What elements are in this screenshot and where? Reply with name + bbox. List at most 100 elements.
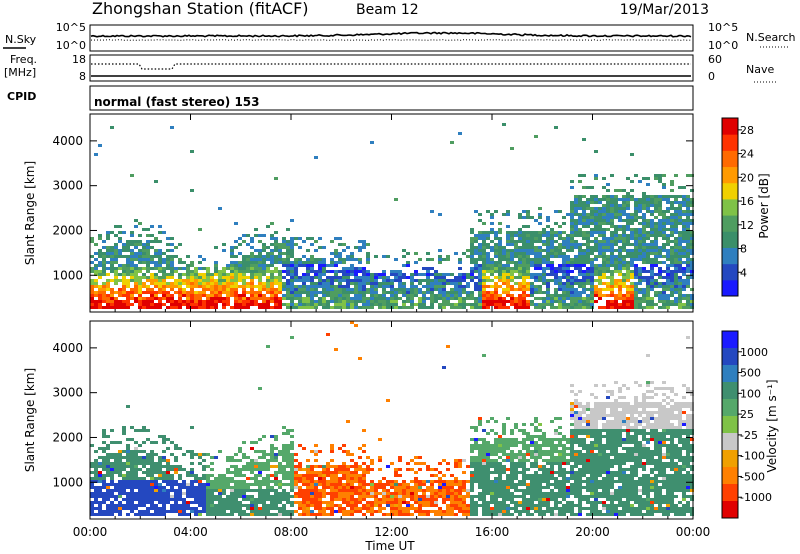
heatmap-cell bbox=[618, 189, 622, 192]
heatmap-cell bbox=[166, 291, 170, 294]
heatmap-cell bbox=[546, 282, 550, 285]
heatmap-cell bbox=[346, 294, 350, 297]
heatmap-cell bbox=[578, 195, 582, 198]
heatmap-cell bbox=[90, 480, 94, 483]
heatmap-cell bbox=[410, 282, 414, 285]
heatmap-cell bbox=[402, 303, 406, 306]
heatmap-cell bbox=[254, 501, 258, 504]
heatmap-cell bbox=[398, 489, 402, 492]
heatmap-cell bbox=[214, 267, 218, 270]
heatmap-cell bbox=[602, 219, 606, 222]
heatmap-cell bbox=[358, 474, 362, 477]
heatmap-cell bbox=[530, 288, 534, 291]
heatmap-cell bbox=[106, 282, 110, 285]
heatmap-cell bbox=[322, 474, 326, 477]
heatmap-cell bbox=[234, 264, 238, 267]
heatmap-cell bbox=[650, 297, 654, 300]
heatmap-cell bbox=[94, 480, 98, 483]
heatmap-cell bbox=[206, 276, 210, 279]
heatmap-cell bbox=[422, 285, 426, 288]
heatmap-cell bbox=[194, 495, 198, 498]
power-colorbar-tick-label: 28 bbox=[740, 124, 754, 137]
heatmap-cell bbox=[110, 462, 114, 465]
heatmap-cell bbox=[482, 279, 486, 282]
heatmap-cell bbox=[346, 288, 350, 291]
heatmap-cell bbox=[474, 501, 478, 504]
heatmap-cell bbox=[98, 261, 102, 264]
heatmap-cell bbox=[222, 477, 226, 480]
heatmap-cell bbox=[590, 252, 594, 255]
heatmap-cell bbox=[530, 216, 534, 219]
heatmap-cell bbox=[278, 453, 282, 456]
heatmap-cell bbox=[334, 276, 338, 279]
heatmap-cell bbox=[126, 504, 130, 507]
heatmap-cell bbox=[454, 492, 458, 495]
heatmap-cell bbox=[642, 195, 646, 198]
heatmap-cell bbox=[174, 291, 178, 294]
heatmap-cell bbox=[626, 204, 630, 207]
heatmap-cell bbox=[274, 477, 278, 480]
heatmap-cell bbox=[478, 267, 482, 270]
heatmap-cell bbox=[298, 468, 302, 471]
heatmap-cell bbox=[238, 510, 242, 513]
heatmap-cell bbox=[290, 444, 294, 447]
heatmap-cell bbox=[310, 243, 314, 246]
heatmap-cell bbox=[682, 219, 686, 222]
heatmap-cell bbox=[494, 306, 498, 309]
heatmap-cell bbox=[650, 282, 654, 285]
heatmap-cell bbox=[638, 300, 642, 303]
heatmap-cell bbox=[330, 477, 334, 480]
heatmap-cell bbox=[282, 264, 286, 267]
heatmap-cell bbox=[102, 288, 106, 291]
heatmap-cell bbox=[466, 285, 470, 288]
heatmap-cell bbox=[626, 216, 630, 219]
heatmap-cell bbox=[314, 486, 318, 489]
heatmap-cell bbox=[586, 216, 590, 219]
heatmap-cell bbox=[522, 270, 526, 273]
heatmap-cell bbox=[178, 507, 182, 510]
heatmap-cell bbox=[230, 465, 234, 468]
heatmap-cell bbox=[406, 300, 410, 303]
heatmap-cell bbox=[238, 495, 242, 498]
heatmap-cell bbox=[506, 276, 510, 279]
heatmap-cell bbox=[550, 246, 554, 249]
heatmap-cell bbox=[186, 501, 190, 504]
heatmap-cell bbox=[194, 501, 198, 504]
heatmap-cell bbox=[586, 240, 590, 243]
heatmap-cell bbox=[638, 273, 642, 276]
heatmap-cell bbox=[482, 450, 486, 453]
heatmap-cell bbox=[198, 477, 202, 480]
heatmap-cell bbox=[398, 495, 402, 498]
heatmap-cell bbox=[458, 486, 462, 489]
heatmap-cell bbox=[430, 468, 434, 471]
heatmap-cell bbox=[230, 486, 234, 489]
heatmap-cell bbox=[390, 504, 394, 507]
heatmap-cell bbox=[526, 303, 530, 306]
heatmap-cell bbox=[418, 279, 422, 282]
heatmap-cell bbox=[338, 279, 342, 282]
heatmap-cell bbox=[662, 270, 666, 273]
heatmap-cell bbox=[430, 480, 434, 483]
heatmap-cell bbox=[538, 297, 542, 300]
heatmap-cell bbox=[178, 468, 182, 471]
heatmap-cell bbox=[90, 240, 94, 243]
heatmap-cell bbox=[438, 249, 442, 252]
heatmap-cell bbox=[130, 270, 134, 273]
heatmap-cell bbox=[202, 501, 206, 504]
heatmap-cell bbox=[286, 465, 290, 468]
heatmap-cell bbox=[526, 255, 530, 258]
heatmap-cell bbox=[510, 495, 514, 498]
heatmap-cell bbox=[150, 267, 154, 270]
heatmap-cell bbox=[618, 219, 622, 222]
heatmap-cell bbox=[678, 261, 682, 264]
heatmap-cell bbox=[162, 441, 166, 444]
heatmap-cell bbox=[234, 294, 238, 297]
heatmap-cell bbox=[646, 252, 650, 255]
heatmap-cell bbox=[582, 306, 586, 309]
heatmap-cell bbox=[430, 501, 434, 504]
heatmap-cell bbox=[134, 288, 138, 291]
heatmap-cell bbox=[294, 261, 298, 264]
heatmap-cell bbox=[150, 279, 154, 282]
heatmap-cell bbox=[618, 204, 622, 207]
heatmap-cell bbox=[106, 468, 110, 471]
